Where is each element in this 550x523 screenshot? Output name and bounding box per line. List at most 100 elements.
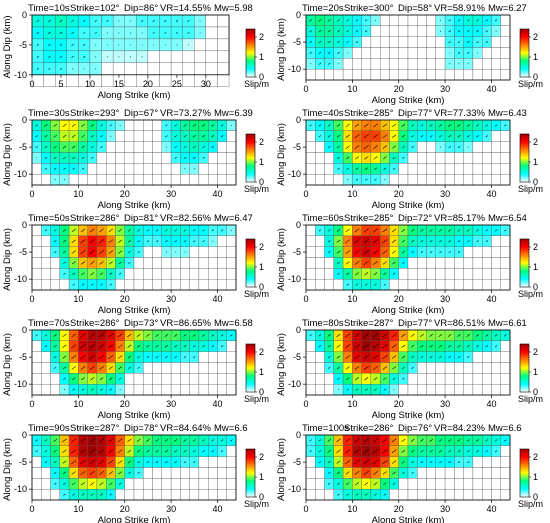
slip-vector (345, 134, 350, 138)
slip-vector (118, 261, 122, 265)
slip-vector (201, 124, 206, 127)
x-tick-label: 40 (212, 189, 222, 199)
slip-vector (220, 334, 224, 337)
slip-vector (62, 344, 67, 348)
slip-cell (208, 351, 218, 363)
slip-cell (315, 141, 325, 153)
slip-vector (346, 30, 350, 33)
slip-cell (217, 235, 227, 247)
slip-cell (170, 278, 181, 291)
slip-cell (454, 362, 464, 374)
x-tick-label: 25 (172, 79, 182, 89)
slip-vector (71, 261, 76, 265)
slip-vector (106, 32, 108, 34)
slip-vector (155, 344, 159, 348)
slip-vector (336, 261, 340, 265)
header-dip: Dip=67° (124, 108, 158, 119)
slip-vector (475, 439, 480, 442)
slip-vector (183, 345, 187, 348)
slip-vector (494, 439, 498, 442)
slip-cell (143, 488, 153, 501)
slip-cell (426, 373, 436, 385)
x-tick-label: 20 (120, 504, 130, 514)
slip-cell (50, 278, 60, 291)
slip-vector (164, 449, 169, 453)
slip-cell (143, 278, 153, 291)
slip-cell (407, 68, 418, 81)
slip-vector (476, 30, 479, 33)
slip-cell (407, 47, 418, 59)
slip-cell (407, 383, 418, 396)
slip-vector (44, 124, 48, 127)
slip-cell (500, 25, 511, 37)
slip-cell (472, 478, 483, 490)
colorbar-tick-label: 1 (259, 472, 264, 482)
slip-cell (472, 58, 483, 70)
slip-cell (180, 373, 190, 385)
slip-vector (346, 388, 350, 391)
header-mw: Mw=6.61 (488, 318, 527, 329)
slip-vector (201, 134, 206, 138)
slip-vector (164, 31, 167, 34)
slip-cell (324, 268, 334, 280)
slip-vector (318, 229, 322, 232)
slip-cell (370, 47, 381, 59)
slip-vector (382, 261, 387, 265)
x-tick-label: 5 (58, 79, 63, 89)
slip-cell (31, 362, 42, 374)
slip-cell (133, 488, 144, 501)
slip-vector (411, 124, 415, 127)
slip-cell (152, 257, 162, 269)
slip-vector (71, 333, 77, 338)
slip-vector (364, 493, 368, 496)
slip-vector (53, 167, 57, 170)
slip-vector (106, 44, 108, 46)
header-dip: Dip=72° (398, 213, 432, 224)
slip-cell (182, 62, 195, 75)
slip-cell (152, 268, 162, 280)
slip-vector (230, 124, 232, 126)
slip-vector (354, 239, 360, 244)
slip-cell (482, 351, 492, 363)
slip-vector (183, 229, 187, 232)
slip-vector (137, 355, 141, 359)
header-dip: Dip=86° (124, 3, 158, 14)
slip-vector (89, 239, 95, 244)
slip-vector (402, 156, 405, 159)
slip-vector (108, 438, 114, 443)
slip-vector (419, 333, 424, 337)
slip-cell (435, 47, 446, 59)
slip-vector (110, 135, 112, 137)
slip-vector (80, 333, 86, 338)
slip-vector (100, 124, 103, 127)
slip-vector (192, 345, 196, 348)
slip-vector (355, 272, 359, 276)
slip-vector (118, 250, 122, 254)
slip-cell (463, 152, 474, 164)
slip-cell (315, 173, 325, 186)
slip-vector (220, 345, 224, 348)
slip-vector (211, 450, 215, 453)
colorbar-scale (519, 133, 530, 183)
slip-vector (80, 470, 86, 475)
slip-cell (491, 278, 501, 291)
slip-cell (96, 152, 107, 164)
slip-cell (342, 58, 353, 70)
slip-vector (53, 240, 57, 243)
slip-vector (363, 123, 369, 128)
slip-cell (454, 163, 464, 175)
slip-cell (472, 173, 483, 186)
slip-vector (318, 461, 322, 464)
slip-vector (230, 439, 233, 442)
slip-vector (363, 333, 369, 338)
slip-cell (115, 152, 125, 164)
slip-vector (457, 19, 461, 22)
slip-vector (449, 52, 451, 54)
header-mw: Mw=6.27 (488, 3, 527, 14)
slip-vector (327, 449, 331, 453)
slip-vector (130, 32, 131, 34)
slip-cell (152, 163, 162, 175)
slip-cell (152, 173, 162, 186)
slip-cell (482, 383, 492, 396)
